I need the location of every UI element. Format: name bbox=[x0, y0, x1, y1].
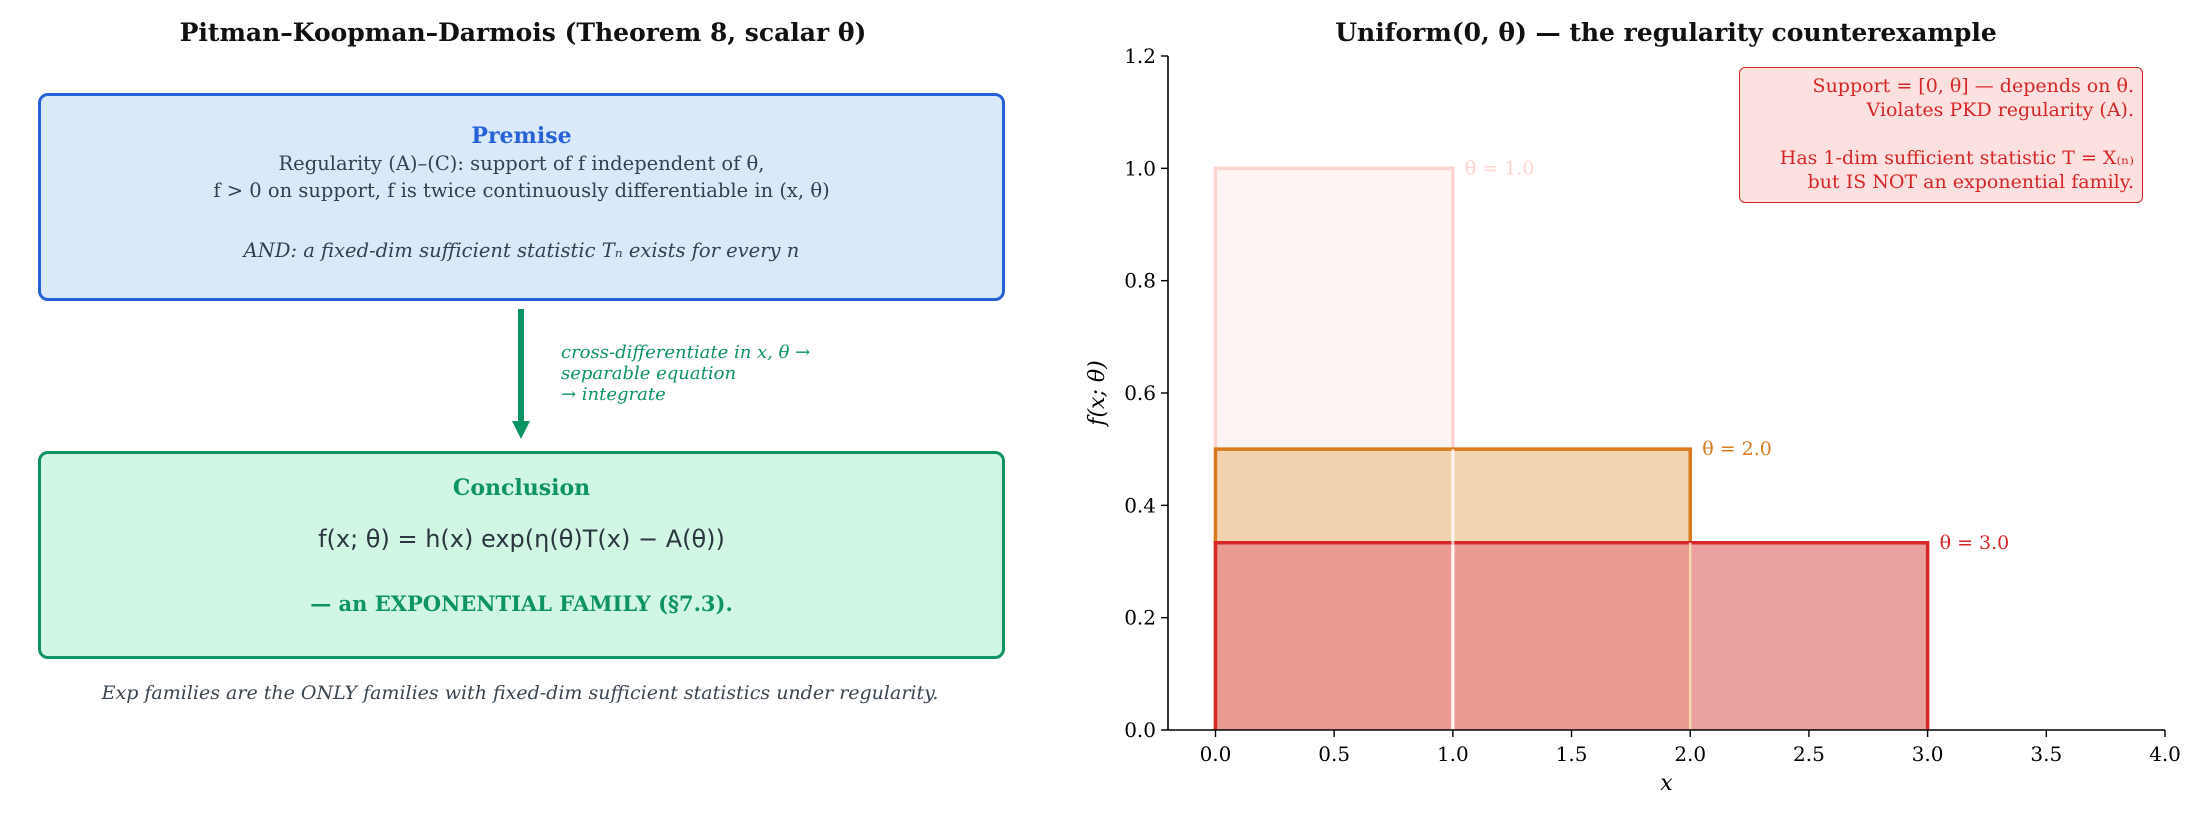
conclusion-heading: Conclusion bbox=[452, 475, 591, 501]
chart-title: Uniform(0, θ) — the regularity counterex… bbox=[1335, 18, 1997, 47]
conclusion-result: — an EXPONENTIAL FAMILY (§7.3). bbox=[310, 591, 733, 616]
annotation-line-1: Support = [0, θ] — depends on θ. bbox=[1812, 75, 2134, 97]
y-tick-label: 1.2 bbox=[1124, 44, 1156, 68]
annotation-line-3: Has 1-dim sufficient statistic T = X₍ₙ₎ bbox=[1779, 147, 2134, 169]
series-label-1: θ = 1.0 bbox=[1465, 157, 1535, 179]
series-label-2: θ = 2.0 bbox=[1702, 438, 1772, 460]
y-tick-label: 0.4 bbox=[1124, 493, 1156, 517]
down-arrow-icon bbox=[512, 309, 530, 439]
premise-line-2: f > 0 on support, f is twice continuousl… bbox=[213, 179, 830, 202]
annotation-line-4: but IS NOT an exponential family. bbox=[1807, 171, 2134, 193]
x-tick-label: 0.5 bbox=[1318, 742, 1350, 766]
exp-family-formula: f(x; θ) = h(x) exp(η(θ)T(x) − A(θ)) bbox=[318, 525, 725, 553]
series-label-3: θ = 3.0 bbox=[1940, 532, 2010, 554]
x-tick-label: 2.0 bbox=[1674, 742, 1706, 766]
y-tick-label: 0.2 bbox=[1124, 606, 1156, 630]
density-fill-3 bbox=[1215, 542, 1928, 730]
premise-line-3: AND: a fixed-dim sufficient statistic Tₙ… bbox=[243, 239, 800, 262]
left-panel-title: Pitman–Koopman–Darmois (Theorem 8, scala… bbox=[179, 18, 867, 47]
density-line-3 bbox=[1213, 541, 1930, 730]
arrow-note-line-2: separable equation bbox=[561, 363, 737, 384]
x-tick-label: 1.5 bbox=[1556, 742, 1588, 766]
premise-box: Premise Regularity (A)–(C): support of f… bbox=[38, 93, 1005, 301]
x-tick-label: 3.5 bbox=[2030, 742, 2062, 766]
x-tick-label: 0.0 bbox=[1200, 742, 1232, 766]
regularity-annotation: Support = [0, θ] — depends on θ. Violate… bbox=[1739, 67, 2143, 203]
x-tick-label: 4.0 bbox=[2149, 742, 2181, 766]
arrow-note-line-3: → integrate bbox=[561, 384, 666, 405]
premise-heading: Premise bbox=[471, 123, 572, 149]
y-tick-label: 1.0 bbox=[1124, 156, 1156, 180]
x-axis-label: x bbox=[1660, 771, 1673, 796]
x-tick-label: 1.0 bbox=[1437, 742, 1469, 766]
arrow-note: cross-differentiate in x, θ → separable … bbox=[561, 342, 851, 405]
premise-line-1: Regularity (A)–(C): support of f indepen… bbox=[278, 152, 765, 175]
y-tick-label: 0.6 bbox=[1124, 381, 1156, 405]
arrow-note-line-1: cross-differentiate in x, θ → bbox=[561, 342, 811, 363]
x-tick-label: 2.5 bbox=[1793, 742, 1825, 766]
y-tick-label: 0.8 bbox=[1124, 269, 1156, 293]
y-tick-label: 0.0 bbox=[1124, 718, 1156, 742]
x-tick-label: 3.0 bbox=[1912, 742, 1944, 766]
annotation-line-2: Violates PKD regularity (A). bbox=[1866, 99, 2134, 121]
conclusion-box: Conclusion f(x; θ) = h(x) exp(η(θ)T(x) −… bbox=[38, 451, 1005, 659]
footnote: Exp families are the ONLY families with … bbox=[101, 682, 939, 704]
y-axis-label: f(x; θ) bbox=[1085, 360, 1110, 427]
